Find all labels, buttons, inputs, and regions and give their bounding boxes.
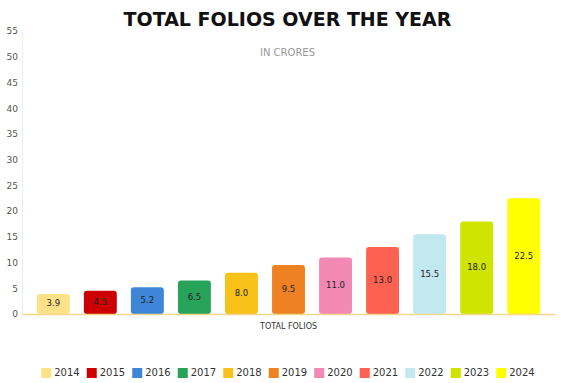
y-tick-label: 0	[12, 309, 18, 319]
legend-label: 2015	[100, 367, 125, 378]
y-tick-label: 25	[7, 181, 18, 191]
y-tick: 25	[7, 181, 22, 191]
bar	[413, 234, 446, 314]
legend-label: 2023	[464, 367, 489, 378]
legend-label: 2024	[509, 367, 534, 378]
bars	[37, 198, 540, 314]
legend-swatch	[223, 368, 233, 378]
legend-swatch	[405, 368, 415, 378]
legend-item: 2017	[178, 367, 216, 378]
y-axis: 0 5 10 15 20 25 30 35 40 45 50 55	[7, 26, 23, 319]
y-tick: 5	[12, 284, 22, 294]
y-tick: 40	[7, 104, 22, 114]
x-axis-line	[23, 314, 556, 316]
data-label: 13.0	[373, 275, 392, 285]
subtitle: IN CRORES	[260, 47, 315, 58]
data-label: 8.0	[235, 288, 249, 298]
legend-label: 2021	[373, 367, 398, 378]
bar	[507, 198, 540, 314]
legend-item: 2018	[223, 367, 261, 378]
data-labels: 3.9 4.5 5.2 6.5 8.0 9.5 11.0 13.0 15.5 18.0 22.5	[47, 251, 534, 309]
bar	[178, 281, 211, 314]
y-axis-line	[22, 32, 23, 315]
data-label: 9.5	[282, 284, 296, 294]
legend-item: 2021	[360, 367, 398, 378]
data-label: 5.2	[141, 295, 155, 305]
chart: TOTAL FOLIOS OVER THE YEAR IN CRORES 0 5 10 1…	[0, 0, 575, 383]
legend-item: 2014	[41, 367, 79, 378]
data-label: 15.5	[420, 269, 439, 279]
y-tick-label: 40	[7, 104, 19, 114]
y-tick: 55	[7, 26, 22, 36]
legend-item: 2022	[405, 367, 443, 378]
legend-swatch	[132, 368, 142, 378]
bar	[131, 287, 164, 314]
legend-swatch	[496, 368, 506, 378]
legend-item: 2019	[269, 367, 307, 378]
bar	[319, 257, 352, 314]
bar	[37, 294, 70, 314]
legend-label: 2022	[418, 367, 443, 378]
y-tick-label: 35	[7, 129, 18, 139]
y-tick: 20	[7, 206, 22, 216]
legend: 2014 2015 2016 2017 2018 2019 2020 2021 2022 2023…	[41, 367, 534, 378]
y-tick: 50	[7, 52, 22, 62]
bar	[272, 265, 305, 314]
y-tick: 10	[7, 258, 22, 268]
legend-label: 2020	[327, 367, 352, 378]
data-label: 3.9	[47, 298, 61, 308]
legend-swatch	[41, 368, 51, 378]
legend-item: 2020	[314, 367, 352, 378]
y-tick-label: 30	[7, 155, 19, 165]
legend-swatch	[360, 368, 370, 378]
y-tick-label: 10	[7, 258, 19, 268]
bar	[460, 221, 493, 314]
y-tick-label: 45	[7, 78, 18, 88]
y-tick-label: 5	[12, 284, 18, 294]
y-tick-label: 15	[7, 232, 18, 242]
y-tick: 45	[7, 78, 22, 88]
y-tick: 30	[7, 155, 22, 165]
y-tick: 0	[12, 309, 22, 319]
legend-swatch	[269, 368, 279, 378]
title: TOTAL FOLIOS OVER THE YEAR	[124, 8, 452, 30]
data-label: 4.5	[94, 297, 108, 307]
legend-label: 2018	[236, 367, 261, 378]
x-tick: TOTAL FOLIOS	[259, 314, 317, 331]
bar	[366, 247, 399, 314]
data-label: 6.5	[188, 292, 202, 302]
legend-item: 2023	[451, 367, 489, 378]
data-label: 22.5	[514, 251, 533, 261]
x-tick-label: TOTAL FOLIOS	[259, 322, 317, 331]
legend-swatch	[87, 368, 97, 378]
bar	[84, 291, 117, 314]
x-axis: TOTAL FOLIOS	[23, 314, 556, 331]
legend-label: 2016	[145, 367, 170, 378]
legend-item: 2016	[132, 367, 170, 378]
y-tick-label: 20	[7, 206, 19, 216]
legend-swatch	[314, 368, 324, 378]
y-tick-label: 55	[7, 26, 18, 36]
legend-swatch	[451, 368, 461, 378]
y-tick: 35	[7, 129, 22, 139]
legend-label: 2019	[282, 367, 307, 378]
legend-swatch	[178, 368, 188, 378]
y-tick-label: 50	[7, 52, 19, 62]
legend-label: 2017	[191, 367, 216, 378]
legend-item: 2015	[87, 367, 125, 378]
data-label: 18.0	[467, 262, 486, 272]
legend-label: 2014	[54, 367, 79, 378]
legend-item: 2024	[496, 367, 534, 378]
y-tick: 15	[7, 232, 22, 242]
bar	[225, 273, 258, 314]
data-label: 11.0	[326, 280, 345, 290]
